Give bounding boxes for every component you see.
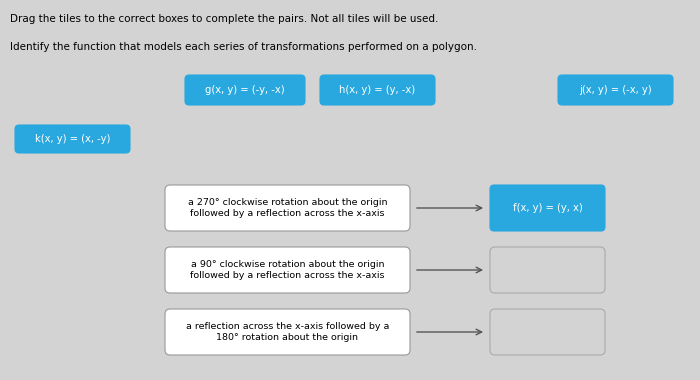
Text: a 270° clockwise rotation about the origin
followed by a reflection across the x: a 270° clockwise rotation about the orig… bbox=[188, 198, 387, 218]
Text: Drag the tiles to the correct boxes to complete the pairs. Not all tiles will be: Drag the tiles to the correct boxes to c… bbox=[10, 14, 438, 24]
Text: a reflection across the x-axis followed by a
180° rotation about the origin: a reflection across the x-axis followed … bbox=[186, 322, 389, 342]
FancyBboxPatch shape bbox=[185, 75, 305, 105]
Text: f(x, y) = (y, x): f(x, y) = (y, x) bbox=[512, 203, 582, 213]
Text: Identify the function that models each series of transformations performed on a : Identify the function that models each s… bbox=[10, 42, 477, 52]
FancyBboxPatch shape bbox=[490, 247, 605, 293]
Text: h(x, y) = (y, -x): h(x, y) = (y, -x) bbox=[340, 85, 416, 95]
FancyBboxPatch shape bbox=[165, 309, 410, 355]
FancyBboxPatch shape bbox=[165, 185, 410, 231]
FancyBboxPatch shape bbox=[15, 125, 130, 153]
Text: g(x, y) = (-y, -x): g(x, y) = (-y, -x) bbox=[205, 85, 285, 95]
FancyBboxPatch shape bbox=[490, 185, 605, 231]
Text: k(x, y) = (x, -y): k(x, y) = (x, -y) bbox=[35, 134, 110, 144]
Text: j(x, y) = (-x, y): j(x, y) = (-x, y) bbox=[579, 85, 652, 95]
FancyBboxPatch shape bbox=[558, 75, 673, 105]
FancyBboxPatch shape bbox=[490, 309, 605, 355]
Text: a 90° clockwise rotation about the origin
followed by a reflection across the x-: a 90° clockwise rotation about the origi… bbox=[190, 260, 385, 280]
FancyBboxPatch shape bbox=[320, 75, 435, 105]
FancyBboxPatch shape bbox=[165, 247, 410, 293]
